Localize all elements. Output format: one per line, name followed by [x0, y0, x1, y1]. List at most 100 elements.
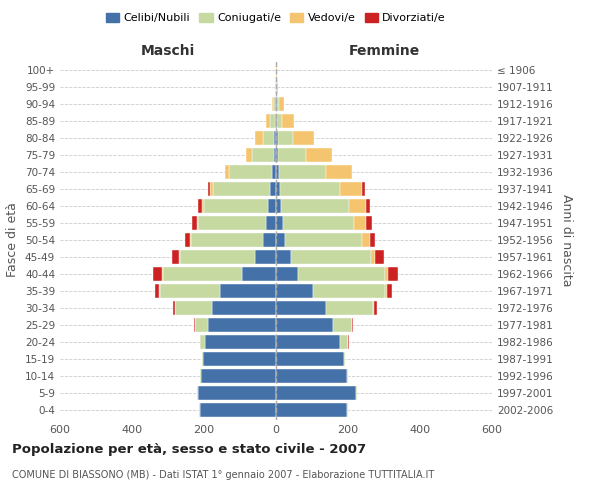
Bar — [274, 148, 276, 162]
Bar — [203, 352, 276, 366]
Bar — [276, 233, 286, 247]
Bar — [347, 368, 349, 383]
Bar — [298, 266, 385, 281]
Bar — [200, 334, 205, 349]
Bar — [153, 266, 162, 281]
Bar — [220, 284, 276, 298]
Bar — [276, 266, 298, 281]
Bar — [212, 182, 269, 196]
Bar — [277, 114, 283, 128]
Bar — [276, 97, 277, 112]
Bar — [276, 284, 313, 298]
Bar — [371, 250, 376, 264]
Bar — [159, 284, 160, 298]
Bar — [179, 250, 180, 264]
Bar — [276, 368, 347, 383]
Bar — [180, 250, 255, 264]
Bar — [192, 216, 197, 230]
Bar — [197, 216, 198, 230]
Bar — [276, 386, 356, 400]
Bar — [251, 148, 274, 162]
Bar — [211, 182, 212, 196]
Bar — [276, 300, 326, 315]
Bar — [205, 334, 276, 349]
Bar — [291, 250, 371, 264]
Bar — [269, 182, 276, 196]
Bar — [199, 402, 200, 417]
Bar — [340, 182, 362, 196]
Bar — [326, 300, 373, 315]
Bar — [340, 334, 348, 349]
Bar — [276, 318, 333, 332]
Bar — [276, 250, 291, 264]
Bar — [283, 216, 355, 230]
Bar — [344, 352, 346, 366]
Bar — [275, 97, 276, 112]
Bar — [202, 199, 204, 214]
Y-axis label: Anni di nascita: Anni di nascita — [560, 194, 573, 286]
Bar — [276, 199, 281, 214]
Bar — [280, 182, 340, 196]
Bar — [278, 148, 306, 162]
Y-axis label: Fasce di età: Fasce di età — [7, 202, 19, 278]
Bar — [313, 284, 385, 298]
Bar — [163, 266, 242, 281]
Bar — [190, 233, 191, 247]
Bar — [195, 318, 208, 332]
Bar — [349, 199, 365, 214]
Bar — [370, 233, 376, 247]
Bar — [225, 165, 229, 180]
Bar — [160, 284, 220, 298]
Bar — [263, 131, 274, 146]
Bar — [278, 97, 284, 112]
Bar — [270, 114, 275, 128]
Bar — [246, 148, 251, 162]
Bar — [162, 266, 163, 281]
Legend: Celibi/Nubili, Coniugati/e, Vedovi/e, Divorziati/e: Celibi/Nubili, Coniugati/e, Vedovi/e, Di… — [101, 8, 451, 28]
Bar — [204, 199, 268, 214]
Bar — [263, 233, 276, 247]
Bar — [272, 165, 276, 180]
Bar — [200, 368, 202, 383]
Bar — [306, 148, 332, 162]
Bar — [202, 368, 276, 383]
Bar — [276, 352, 344, 366]
Bar — [255, 131, 263, 146]
Bar — [286, 233, 362, 247]
Bar — [276, 131, 278, 146]
Bar — [333, 318, 352, 332]
Bar — [274, 97, 275, 112]
Bar — [276, 148, 278, 162]
Bar — [266, 114, 270, 128]
Bar — [347, 402, 348, 417]
Bar — [274, 131, 276, 146]
Bar — [173, 300, 175, 315]
Bar — [281, 199, 349, 214]
Text: Maschi: Maschi — [141, 44, 195, 59]
Bar — [365, 199, 370, 214]
Bar — [362, 233, 370, 247]
Bar — [293, 131, 314, 146]
Bar — [276, 402, 347, 417]
Bar — [355, 216, 366, 230]
Bar — [277, 97, 278, 112]
Bar — [268, 199, 276, 214]
Bar — [283, 114, 294, 128]
Bar — [366, 216, 372, 230]
Bar — [362, 182, 365, 196]
Bar — [388, 266, 398, 281]
Bar — [276, 165, 279, 180]
Bar — [200, 402, 276, 417]
Bar — [276, 114, 277, 128]
Bar — [198, 199, 202, 214]
Bar — [272, 97, 274, 112]
Text: Popolazione per età, sesso e stato civile - 2007: Popolazione per età, sesso e stato civil… — [12, 442, 366, 456]
Bar — [279, 165, 326, 180]
Bar — [277, 80, 278, 94]
Text: COMUNE DI BIASSONO (MB) - Dati ISTAT 1° gennaio 2007 - Elaborazione TUTTITALIA.I: COMUNE DI BIASSONO (MB) - Dati ISTAT 1° … — [12, 470, 434, 480]
Bar — [212, 300, 276, 315]
Bar — [276, 216, 283, 230]
Bar — [208, 318, 276, 332]
Bar — [386, 284, 392, 298]
Bar — [278, 131, 293, 146]
